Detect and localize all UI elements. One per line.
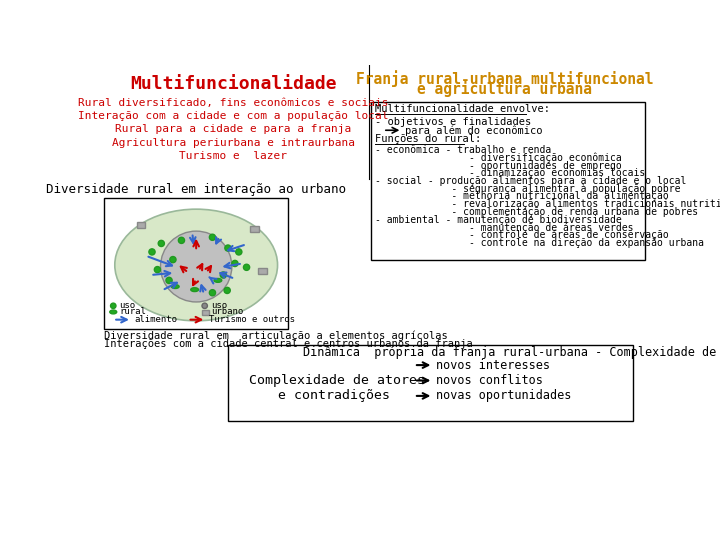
Circle shape <box>225 245 231 251</box>
Text: rural: rural <box>120 307 146 316</box>
Text: - objetivos e finalidades: - objetivos e finalidades <box>375 117 531 127</box>
Text: - diversificação econômica: - diversificação econômica <box>375 153 622 163</box>
Circle shape <box>158 240 164 247</box>
Text: - segurança alimentar à população pobre: - segurança alimentar à população pobre <box>375 184 680 194</box>
Text: Diversidade rural em interação ao urbano: Diversidade rural em interação ao urbano <box>46 183 346 196</box>
Text: uso: uso <box>120 301 135 310</box>
Circle shape <box>170 256 176 262</box>
FancyBboxPatch shape <box>371 102 645 260</box>
Text: - controle de áreas de conservação: - controle de áreas de conservação <box>375 230 669 240</box>
Text: - econômica - trabalho e renda: - econômica - trabalho e renda <box>375 145 552 156</box>
Text: Complexidade de atores: Complexidade de atores <box>249 374 425 387</box>
Circle shape <box>210 234 215 240</box>
Text: alimento: alimento <box>134 315 177 324</box>
Text: novos conflitos: novos conflitos <box>436 374 544 387</box>
FancyBboxPatch shape <box>137 222 145 228</box>
Text: Multifuncionalidade: Multifuncionalidade <box>130 75 337 93</box>
Text: Turismo e outros: Turismo e outros <box>209 315 294 324</box>
Circle shape <box>149 249 155 255</box>
Text: Diversidade rural em  articulação a elementos agrícolas: Diversidade rural em articulação a eleme… <box>104 330 448 341</box>
Circle shape <box>166 278 172 284</box>
Text: Rural para a cidade e para a franja: Rural para a cidade e para a franja <box>115 125 351 134</box>
Circle shape <box>202 303 207 308</box>
Ellipse shape <box>214 279 222 282</box>
Ellipse shape <box>114 209 277 321</box>
Ellipse shape <box>109 310 117 314</box>
Text: - complementação de renda urbana de pobres: - complementação de renda urbana de pobr… <box>375 207 698 217</box>
Text: Agricultura periurbana e intraurbana: Agricultura periurbana e intraurbana <box>112 138 355 147</box>
Circle shape <box>154 267 161 273</box>
Circle shape <box>243 264 250 271</box>
Text: Interação com a cidade e com a população local: Interação com a cidade e com a população… <box>78 111 389 122</box>
Text: - ambiental - manutenção de biodiversidade: - ambiental - manutenção de biodiversida… <box>375 214 622 225</box>
FancyBboxPatch shape <box>251 226 259 232</box>
Text: - social - produção alimentos para a cidade e o local: - social - produção alimentos para a cid… <box>375 176 687 186</box>
Text: para além do econômico: para além do econômico <box>405 125 542 136</box>
Text: - revalorização alimentos tradicionais nutritivos: - revalorização alimentos tradicionais n… <box>375 199 720 209</box>
Circle shape <box>224 287 230 294</box>
Ellipse shape <box>171 285 179 288</box>
Text: uso: uso <box>211 301 227 310</box>
Text: Dinâmica  própria da franja rural-urbana - Complexidade de atores: Dinâmica própria da franja rural-urbana … <box>303 346 720 359</box>
Text: urbano: urbano <box>211 307 243 316</box>
Circle shape <box>111 303 116 308</box>
Text: Funções do rural:: Funções do rural: <box>375 134 482 145</box>
FancyBboxPatch shape <box>258 268 266 274</box>
Text: - controle na direção da expansão urbana: - controle na direção da expansão urbana <box>375 238 704 248</box>
Text: - manutenção de áreas verdes: - manutenção de áreas verdes <box>375 222 634 233</box>
Text: - dinamização economias locais: - dinamização economias locais <box>375 168 645 178</box>
Circle shape <box>220 272 226 278</box>
Text: Interações com a cidade central e centros urbanos da franja: Interações com a cidade central e centro… <box>104 339 473 349</box>
Ellipse shape <box>191 288 199 292</box>
Text: Franja rural-urbana multifuncional: Franja rural-urbana multifuncional <box>356 70 653 87</box>
FancyBboxPatch shape <box>202 309 209 315</box>
Text: novas oportunidades: novas oportunidades <box>436 389 572 402</box>
Text: novos interesses: novos interesses <box>436 359 550 372</box>
Circle shape <box>210 289 215 296</box>
FancyBboxPatch shape <box>104 198 287 329</box>
Text: Rural diversificado, fins econômicos e sociais: Rural diversificado, fins econômicos e s… <box>78 98 389 109</box>
Circle shape <box>179 237 184 244</box>
Text: - melhoria nutricional da alimentação: - melhoria nutricional da alimentação <box>375 192 669 201</box>
Circle shape <box>235 249 242 255</box>
Text: - oportunidades de emprego: - oportunidades de emprego <box>375 161 622 171</box>
Text: e contradições: e contradições <box>279 389 390 402</box>
Circle shape <box>161 231 232 302</box>
FancyBboxPatch shape <box>228 345 632 421</box>
Text: Turismo e  lazer: Turismo e lazer <box>179 151 287 161</box>
Text: Multifuncionalidade envolve:: Multifuncionalidade envolve: <box>375 104 550 114</box>
Text: e agricultura urbana: e agricultura urbana <box>417 82 592 97</box>
Circle shape <box>232 260 238 267</box>
